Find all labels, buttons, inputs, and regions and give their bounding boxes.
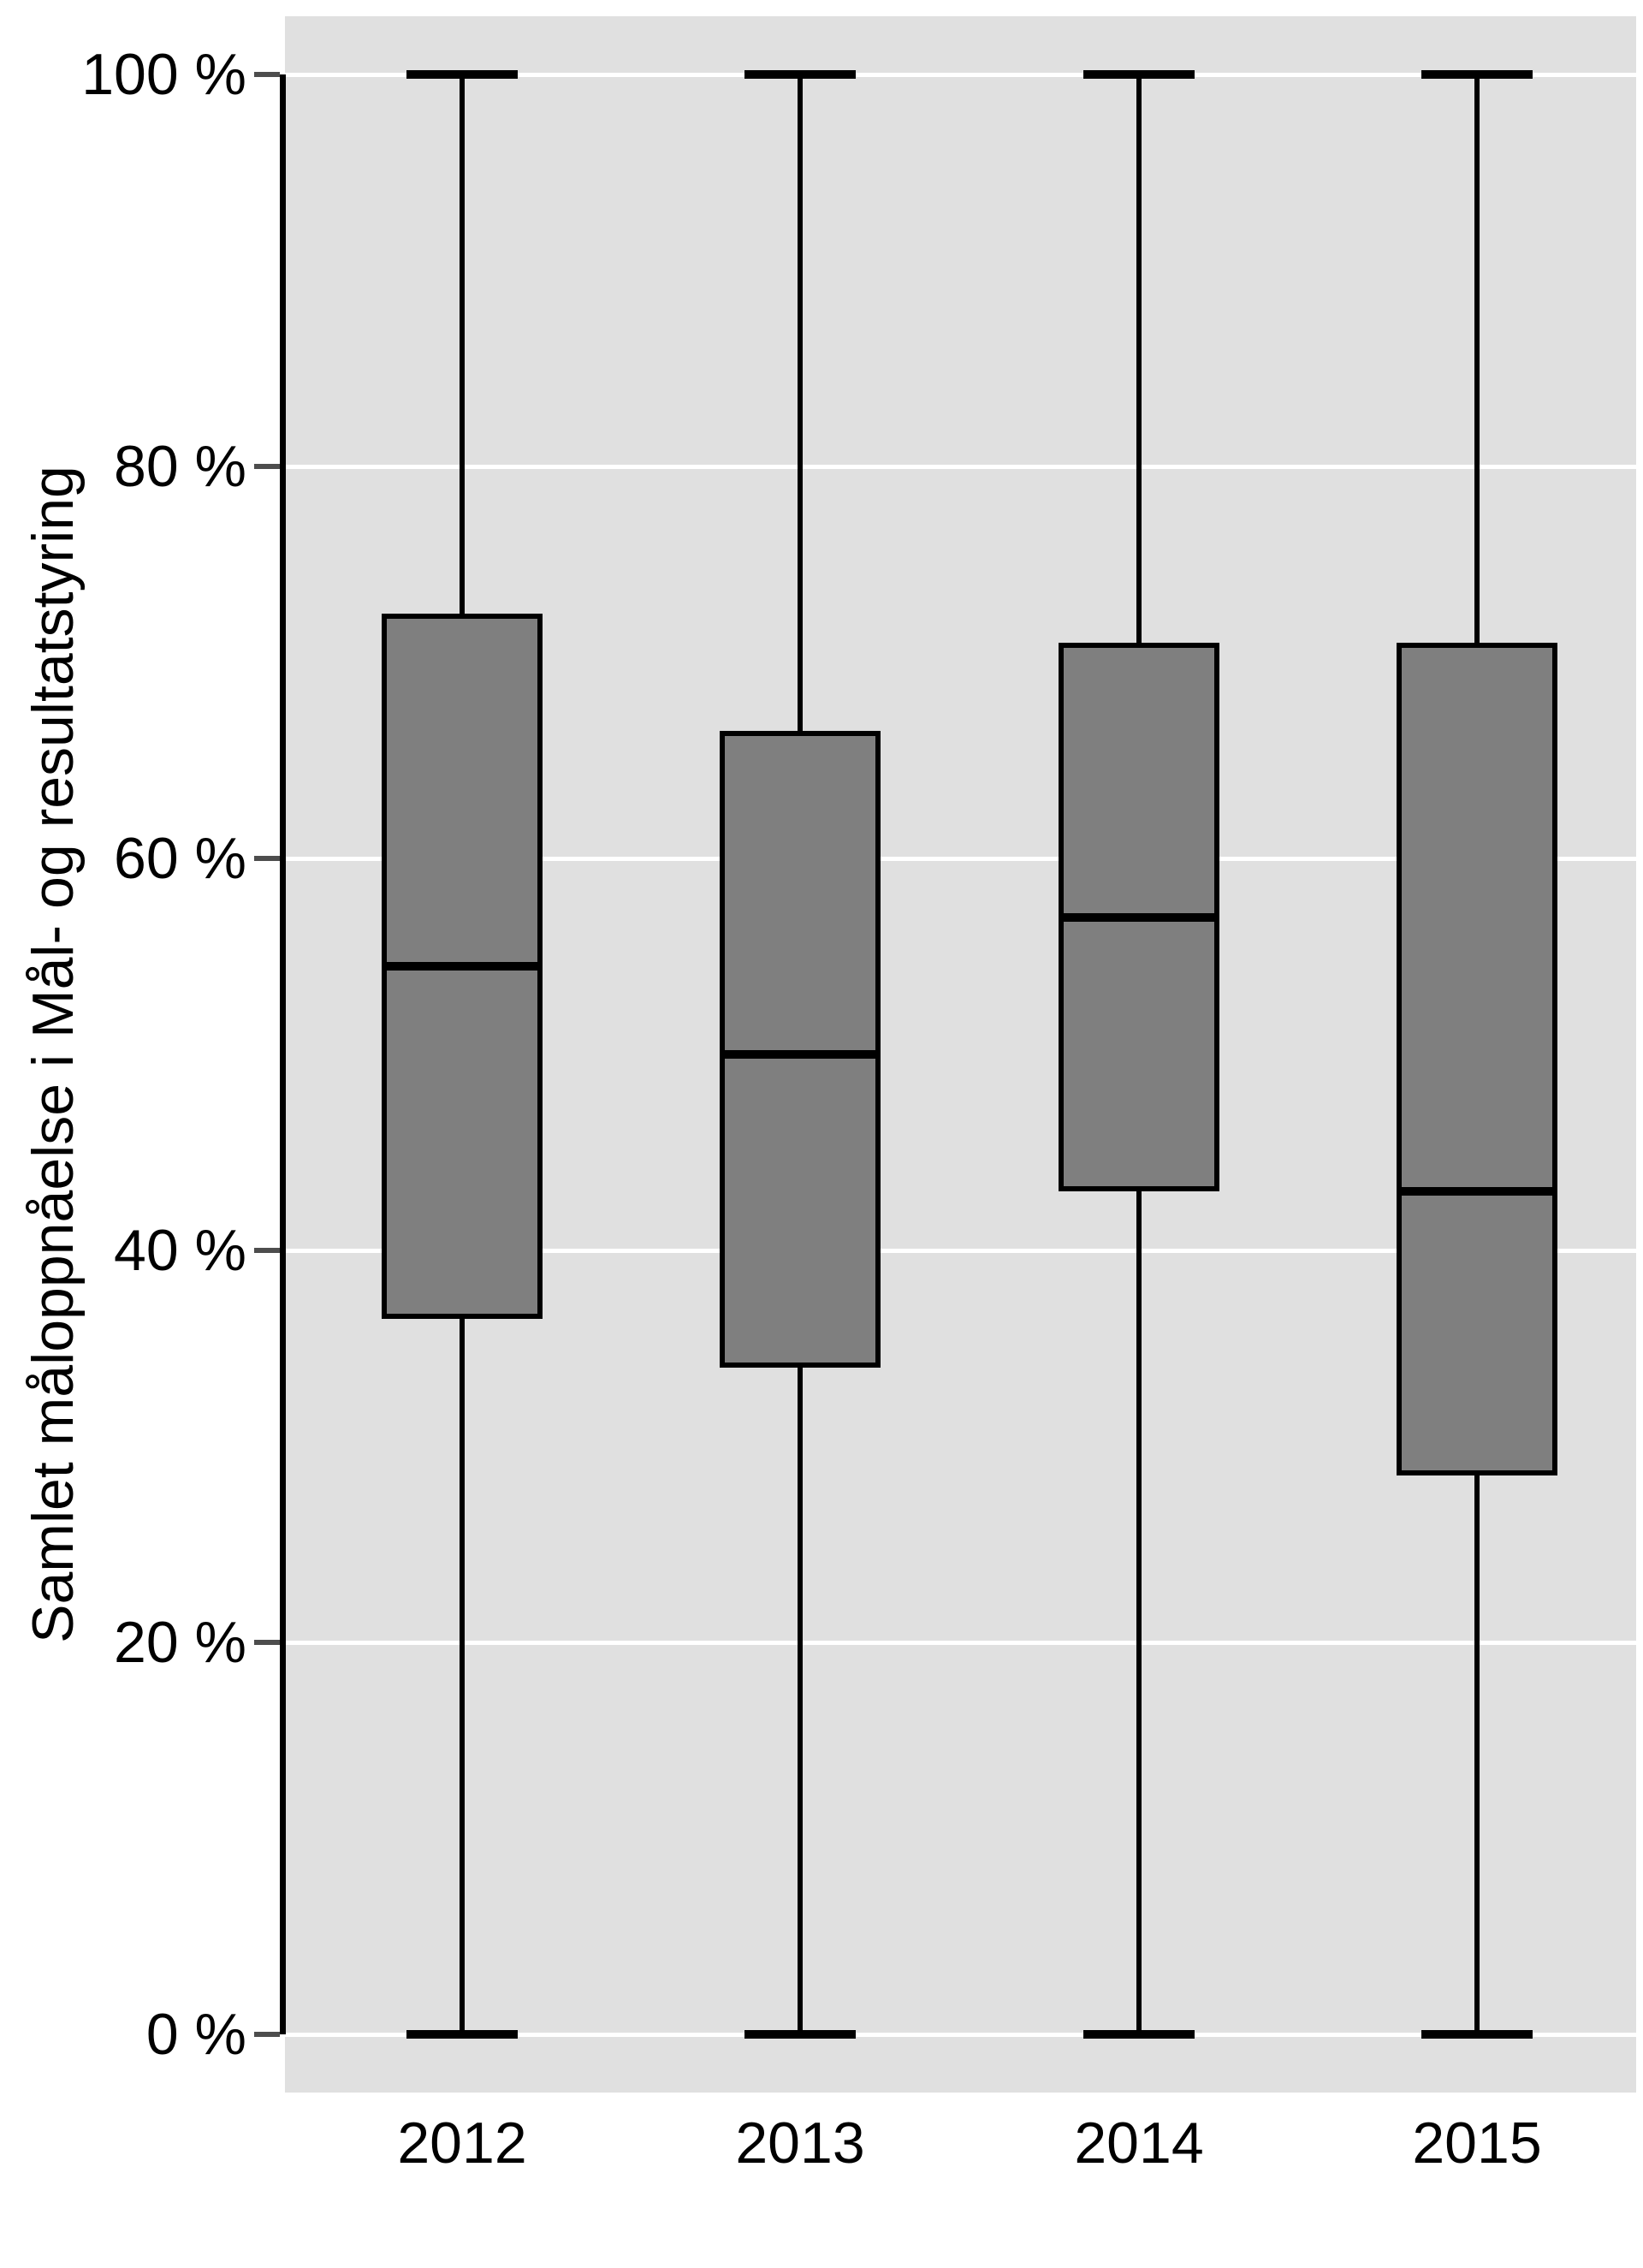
whisker-cap-high-2012 [406,70,518,79]
y-tick-0 [254,2032,280,2037]
y-tick-label-80: 80 % [114,434,246,499]
whisker-cap-low-2015 [1421,2030,1533,2039]
median-2013 [720,1050,881,1059]
whisker-cap-high-2014 [1083,70,1195,79]
y-axis-line [280,74,286,2034]
median-2014 [1059,912,1219,922]
box-2015 [1397,643,1557,1476]
x-label-2014: 2014 [1074,2111,1204,2176]
y-tick-label-20: 20 % [114,1610,246,1675]
y-tick-label-100: 100 % [81,42,246,107]
x-label-2012: 2012 [397,2111,527,2176]
gridline-40 [285,1248,1636,1253]
whisker-cap-high-2013 [744,70,856,79]
whisker-cap-low-2012 [406,2030,518,2039]
y-tick-40 [254,1248,280,1253]
median-2015 [1397,1187,1557,1196]
gridline-60 [285,856,1636,861]
x-label-2013: 2013 [735,2111,865,2176]
y-tick-60 [254,856,280,861]
gridline-100 [285,72,1636,77]
x-label-2015: 2015 [1412,2111,1542,2176]
y-tick-label-40: 40 % [114,1218,246,1283]
gridline-80 [285,464,1636,469]
gridline-0 [285,2032,1636,2037]
median-2012 [382,961,543,971]
whisker-cap-low-2014 [1083,2030,1195,2039]
y-tick-label-60: 60 % [114,826,246,891]
y-tick-label-0: 0 % [145,2002,246,2067]
box-2013 [720,731,881,1369]
y-tick-100 [254,72,280,77]
whisker-cap-low-2013 [744,2030,856,2039]
whisker-cap-high-2015 [1421,70,1533,79]
gridline-20 [285,1640,1636,1645]
y-tick-80 [254,464,280,469]
y-tick-20 [254,1640,280,1645]
y-axis-title: Samlet måloppnåelse i Mål- og resultatst… [21,466,86,1643]
